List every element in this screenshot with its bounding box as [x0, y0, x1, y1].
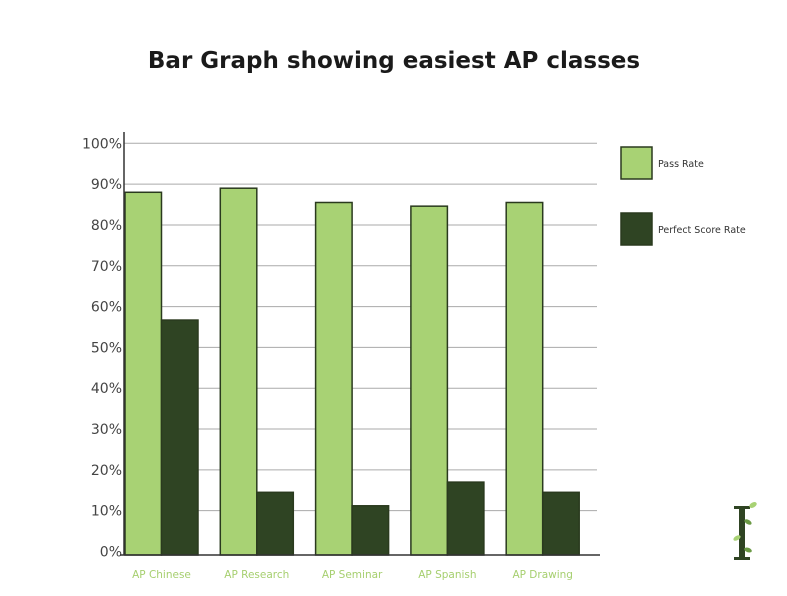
bar-pass-rate-ap-drawing [505, 201, 544, 556]
y-axis-ticks: 0% 10% 20% 30% 40% 50% 60% 70% 80% 90% 100% [82, 136, 122, 560]
bar-perfect-score-rate-ap-chinese [160, 319, 199, 556]
x-tick-label: AP Seminar [322, 569, 383, 581]
y-tick-label: 30% [91, 422, 122, 438]
chart-title: Bar Graph showing easiest AP classes [148, 48, 640, 74]
y-tick-label: 90% [91, 177, 122, 193]
y-tick-label: 100% [82, 136, 122, 152]
bar-perfect-score-rate-ap-research [256, 491, 295, 556]
bar-pass-rate-ap-research [219, 187, 258, 556]
y-tick-label: 0% [100, 545, 122, 561]
legend: Pass Rate Perfect Score Rate [620, 146, 746, 246]
bar-perfect-score-rate-ap-spanish [446, 481, 485, 556]
legend-swatch [620, 212, 653, 246]
logo-icon [733, 502, 757, 560]
y-tick-label: 20% [91, 463, 122, 479]
legend-label: Pass Rate [658, 159, 704, 170]
y-tick-label: 60% [91, 300, 122, 316]
bar-perfect-score-rate-ap-seminar [351, 505, 390, 556]
bar-pass-rate-ap-spanish [410, 205, 449, 556]
y-tick-label: 40% [91, 381, 122, 397]
y-tick-label: 50% [91, 340, 122, 356]
x-tick-label: AP Spanish [418, 569, 476, 581]
bar-perfect-score-rate-ap-drawing [541, 491, 580, 556]
y-tick-label: 80% [91, 218, 122, 234]
x-tick-label: AP Research [224, 569, 289, 581]
y-tick-label: 70% [91, 259, 122, 275]
legend-swatch [620, 146, 653, 180]
x-tick-label: AP Chinese [132, 569, 191, 581]
legend-label: Perfect Score Rate [658, 225, 746, 236]
bars [124, 187, 580, 556]
x-tick-label: AP Drawing [512, 569, 573, 581]
bar-pass-rate-ap-chinese [124, 191, 163, 556]
y-tick-label: 10% [91, 504, 122, 520]
gridlines [124, 142, 597, 512]
bar-pass-rate-ap-seminar [314, 201, 353, 556]
x-axis-ticks: AP Chinese AP Research AP Seminar AP Spanis… [132, 569, 573, 581]
